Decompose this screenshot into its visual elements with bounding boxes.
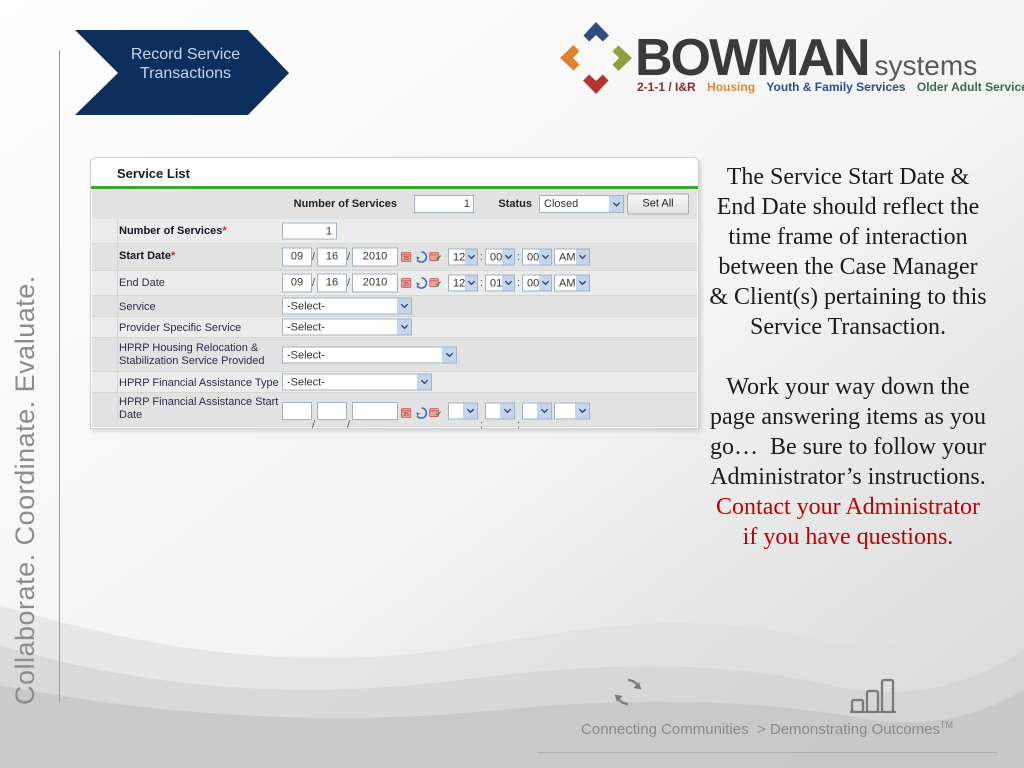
svg-text:25: 25 — [403, 412, 409, 418]
svg-text:25: 25 — [403, 256, 409, 262]
svg-text:25: 25 — [403, 282, 409, 288]
